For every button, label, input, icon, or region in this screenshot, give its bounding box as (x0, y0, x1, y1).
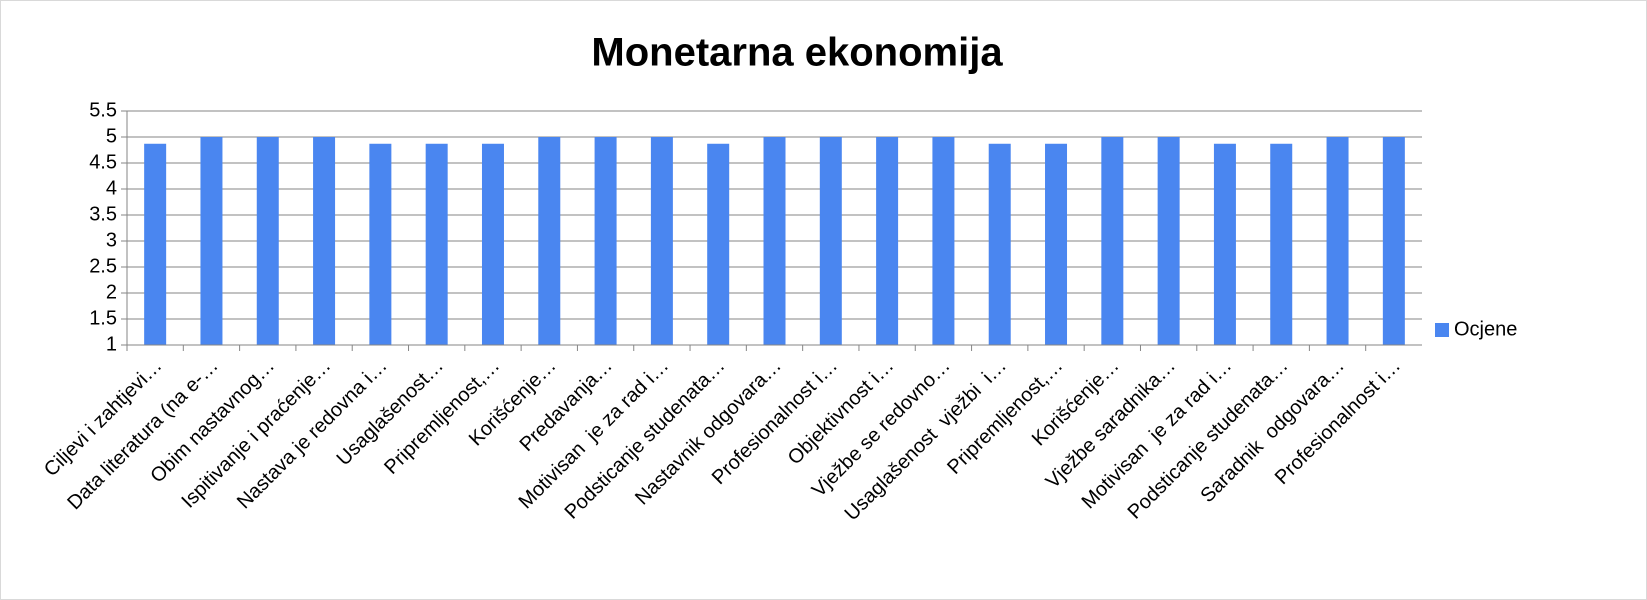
y-tick-label: 3 (106, 229, 117, 251)
y-tick-label: 2 (106, 281, 117, 303)
bar (256, 137, 279, 345)
bar (1270, 143, 1293, 345)
bar (1213, 143, 1236, 345)
y-tick-label: 4.5 (89, 151, 117, 173)
bar (650, 137, 673, 345)
y-tick-label: 1.5 (89, 307, 117, 329)
bar (481, 143, 504, 345)
bar (538, 137, 561, 345)
bar (200, 137, 223, 345)
y-tick-label: 4 (106, 177, 117, 199)
bar (932, 137, 955, 345)
bar (144, 143, 167, 345)
bar (876, 137, 899, 345)
legend-label: Ocjene (1454, 318, 1517, 340)
bar (1326, 137, 1349, 345)
y-tick-label: 2.5 (89, 255, 117, 277)
bar (707, 143, 730, 345)
y-tick-label: 3.5 (89, 203, 117, 225)
bar (313, 137, 336, 345)
bar (1382, 137, 1405, 345)
bar (594, 137, 617, 345)
bar (425, 143, 448, 345)
y-tick-label: 5 (106, 125, 117, 147)
bar (1045, 143, 1068, 345)
y-tick-label: 1 (106, 333, 117, 355)
bar (819, 137, 842, 345)
bar (988, 143, 1011, 345)
bar (763, 137, 786, 345)
bar (369, 143, 392, 345)
bar (1101, 137, 1124, 345)
y-tick-label: 5.5 (89, 99, 117, 121)
bar (1157, 137, 1180, 345)
legend-swatch (1435, 323, 1449, 337)
chart-title: Monetarna ekonomija (591, 31, 1003, 75)
